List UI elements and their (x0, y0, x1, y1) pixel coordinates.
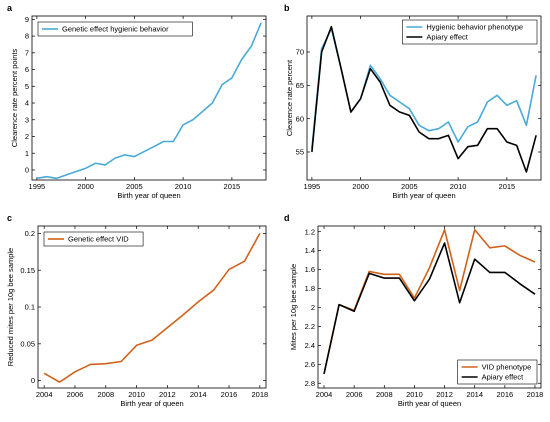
x-tick-label: 2004 (36, 390, 53, 399)
x-tick-label: 2014 (466, 390, 483, 399)
y-tick-label: 9 (25, 15, 29, 24)
y-tick-label: 0 (25, 166, 29, 175)
y-tick-label: 2.8 (305, 379, 315, 388)
panel-letter: d (284, 213, 290, 223)
y-tick-label: 1.6 (305, 265, 315, 274)
y-tick-label: 0.2 (25, 229, 35, 238)
axes-frame (37, 225, 267, 389)
panel-a: a 1995 2000 2005 2010 2015 0 1 2 3 4 5 6 7 8 9 Birth yea… (7, 3, 267, 200)
legend-entry: VID phenotype (482, 363, 532, 372)
x-tick-label: 2010 (406, 390, 423, 399)
x-tick-label: 2000 (77, 182, 94, 191)
y-tick-label: 0.15 (20, 266, 35, 275)
x-tick-label: 2016 (221, 390, 238, 399)
x-tick-label: 2004 (316, 390, 333, 399)
y-tick-label: 3 (25, 115, 29, 124)
x-tick-label: 2010 (175, 182, 192, 191)
series-line-2 (311, 25, 537, 173)
x-tick-label: 2005 (126, 182, 143, 191)
y-axis-label: Mites per 10g bee sample (289, 264, 298, 350)
panel-letter: a (7, 3, 13, 13)
series-line-1 (36, 22, 262, 180)
x-tick-label: 1995 (304, 182, 321, 191)
x-axis-label: Birth year of queen (120, 399, 183, 408)
legend-entry: Genetic effect hygienic behavior (62, 25, 169, 34)
panel-d: d 2004 2006 2008 2010 2012 2014 2016 2018 1.2 1.4 1… (284, 213, 543, 408)
axes-frame (317, 225, 542, 389)
y-tick-label: 70 (296, 48, 304, 57)
legend-entry: Apiary effect (482, 373, 524, 382)
x-tick-label: 2005 (401, 182, 418, 191)
y-tick-label: 1.8 (305, 284, 315, 293)
legend-entry: Hygienic behavior phenotype (426, 23, 523, 32)
panel-c: c 2004 2006 2008 2010 2012 2014 2016 2018 0 0.05 0.… (6, 213, 268, 408)
x-axis-label: Birth year of queen (117, 191, 180, 200)
legend-box (37, 21, 193, 37)
series-line-1 (323, 228, 536, 374)
x-tick-label: 2018 (251, 390, 268, 399)
y-tick-label: 7 (25, 48, 29, 57)
axes-frame (31, 15, 267, 181)
legend-entry: Apiary effect (426, 33, 468, 42)
x-tick-label: 2006 (346, 390, 363, 399)
x-tick-label: 2012 (159, 390, 176, 399)
x-tick-label: 2006 (67, 390, 84, 399)
legend-box (402, 19, 538, 45)
legend: Genetic effect hygienic behavior (37, 21, 193, 37)
y-tick-label: 5 (25, 82, 29, 91)
y-tick-label: 1.2 (305, 227, 315, 236)
y-tick-label: 55 (296, 148, 304, 157)
x-tick-label: 2014 (190, 390, 207, 399)
y-tick-label: 2 (311, 303, 315, 312)
axes-frame (306, 15, 542, 181)
series-line-2 (323, 242, 536, 374)
x-axis-label: Birth year of queen (392, 191, 455, 200)
x-tick-label: 2018 (527, 390, 544, 399)
x-tick-label: 2008 (97, 390, 114, 399)
y-tick-label: 1 (25, 149, 29, 158)
y-axis-label: Reduced mites per 10g bee sample (6, 248, 15, 366)
x-tick-label: 2010 (450, 182, 467, 191)
y-tick-label: 4 (25, 99, 29, 108)
legend-box (457, 359, 538, 385)
y-axis-label: Clearence rate percent (285, 59, 294, 136)
x-tick-label: 2016 (496, 390, 513, 399)
y-tick-label: 65 (296, 81, 304, 90)
x-tick-label: 2000 (352, 182, 369, 191)
series-line-1 (43, 232, 261, 383)
x-axis-label: Birth year of queen (398, 399, 461, 408)
y-tick-label: 6 (25, 65, 29, 74)
x-tick-label: 2012 (436, 390, 453, 399)
legend-entry: Genetic effect VID (68, 235, 129, 244)
legend-box (43, 231, 144, 247)
y-tick-label: 8 (25, 32, 29, 41)
panel-letter: c (7, 213, 12, 223)
y-tick-label: 2 (25, 132, 29, 141)
x-tick-label: 2008 (376, 390, 393, 399)
y-axis-label: Clearence rate percent points (10, 49, 19, 148)
x-tick-label: 2015 (499, 182, 516, 191)
x-tick-label: 2015 (224, 182, 241, 191)
y-tick-label: 1.4 (305, 246, 315, 255)
y-tick-label: 0.05 (20, 339, 35, 348)
legend: Genetic effect VID (43, 231, 144, 247)
y-tick-label: 2.2 (305, 322, 315, 331)
y-tick-label: 2.4 (305, 341, 315, 350)
y-tick-label: 0 (31, 376, 35, 385)
panel-letter: b (284, 3, 290, 13)
y-tick-label: 2.6 (305, 360, 315, 369)
x-tick-label: 1995 (29, 182, 46, 191)
y-tick-label: 0.1 (25, 303, 35, 312)
y-tick-label: 60 (296, 114, 304, 123)
x-tick-label: 2010 (128, 390, 145, 399)
panel-b: b 1995 2000 2005 2010 2015 55 60 65 70 Birth year … (284, 3, 542, 200)
